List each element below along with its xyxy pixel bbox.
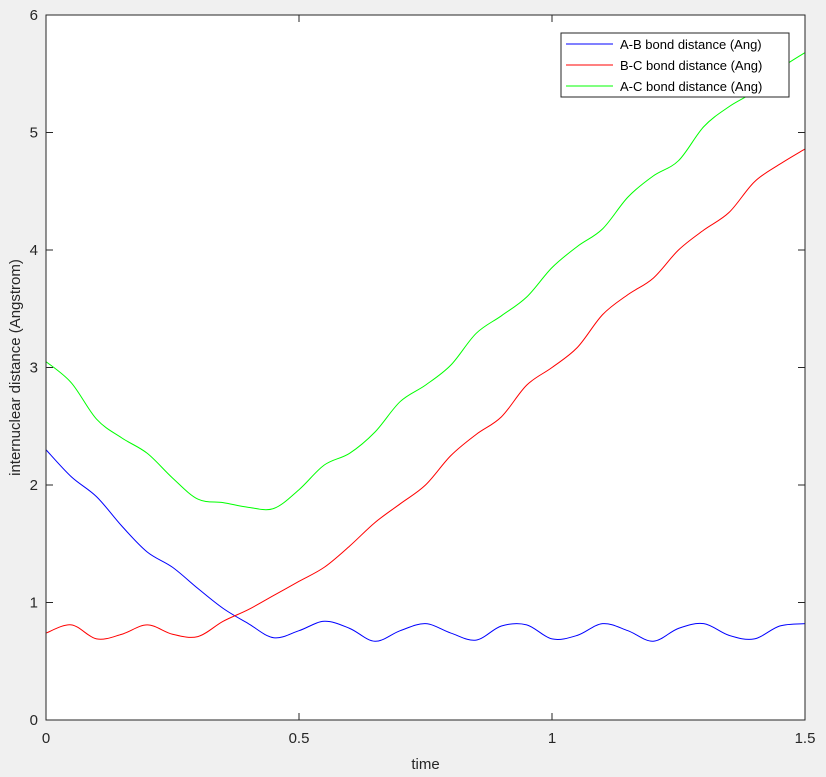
x-tick-label: 0.5 (289, 730, 310, 747)
x-tick-label: 0 (42, 730, 50, 747)
series-line-3 (45, 52, 806, 511)
x-axis-label: time (411, 756, 439, 773)
plot-area (46, 15, 805, 720)
y-tick-label: 1 (30, 595, 38, 612)
y-tick-label: 6 (30, 7, 38, 24)
y-tick-label: 5 (30, 125, 38, 142)
x-tick-label: 1.5 (795, 730, 816, 747)
legend-entry: A-C bond distance (Ang) (620, 79, 762, 94)
series-line-2 (45, 148, 806, 640)
series-line-1 (45, 449, 806, 642)
y-axis-label: internuclear distance (Angstrom) (7, 259, 24, 476)
y-tick-label: 3 (30, 360, 38, 377)
x-tick-label: 1 (548, 730, 556, 747)
y-tick-label: 2 (30, 477, 38, 494)
legend-entry: A-B bond distance (Ang) (620, 37, 762, 52)
y-tick-label: 0 (30, 712, 38, 729)
series-layer (45, 52, 806, 642)
plot-frame (45, 14, 806, 721)
legend-entry: B-C bond distance (Ang) (620, 58, 762, 73)
legend: A-B bond distance (Ang) B-C bond distance… (560, 32, 790, 98)
y-tick-label: 4 (30, 242, 38, 259)
